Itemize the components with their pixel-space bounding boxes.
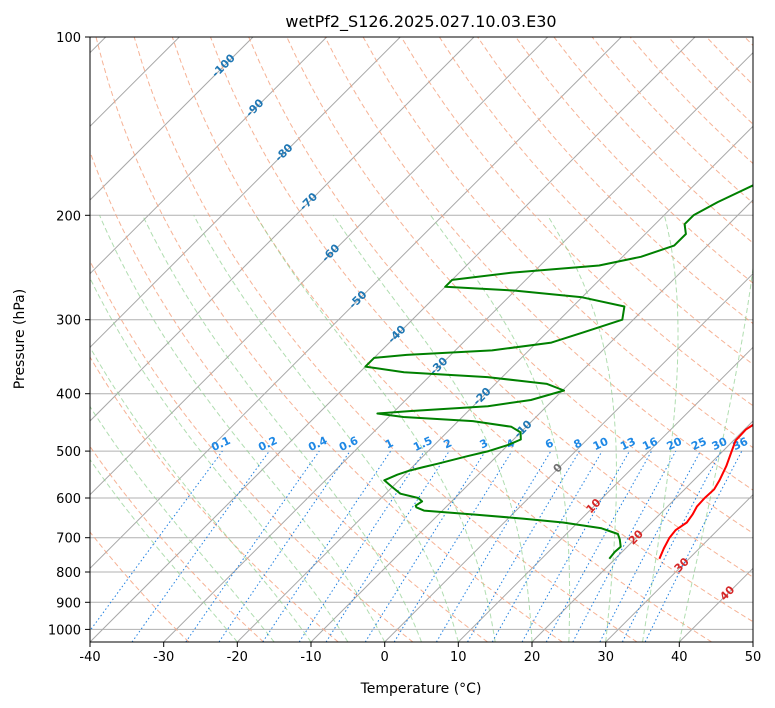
mixing-ratio-line (218, 450, 351, 642)
moist-adiabat-line (255, 215, 496, 642)
dry-adiabat-line (90, 259, 414, 642)
x-tick-label: 50 (745, 650, 762, 665)
y-tick-label: 900 (56, 596, 81, 611)
isotherm-line (457, 346, 753, 642)
y-tick-label: 500 (56, 445, 81, 460)
dry-adiabat-line (171, 37, 712, 642)
dry-adiabat-line (133, 37, 638, 642)
y-tick-label: 700 (56, 532, 81, 547)
x-tick-label: -40 (79, 650, 100, 665)
dry-adiabat-line (90, 445, 264, 642)
moist-adiabat-line (90, 346, 312, 642)
mixing-ratio-line (545, 450, 653, 642)
mixing-ratio-line (572, 450, 677, 642)
dry-adiabat-line (324, 37, 753, 491)
moist-adiabat-line (142, 215, 422, 642)
mixing-ratio-label: 13 (618, 435, 637, 453)
dry-adiabat-line (248, 37, 753, 578)
dewpoint-profile-line (364, 184, 753, 560)
y-tick-label: 200 (56, 209, 81, 224)
y-axis-label: Pressure (hPa) (12, 289, 28, 389)
dry-adiabat-line (210, 37, 753, 623)
y-tick-label: 600 (56, 492, 81, 507)
isotherm-line (90, 37, 328, 275)
isotherm-line (90, 37, 475, 422)
isotherm-line (163, 51, 753, 642)
mixing-ratio-label: 20 (665, 435, 685, 453)
y-tick-label: 800 (56, 566, 81, 581)
mixing-ratio-line (185, 450, 320, 642)
moist-adiabat-line (99, 215, 386, 642)
isotherm-line (90, 37, 549, 496)
dry-adiabat-line (438, 37, 753, 366)
y-axis-ticks: 100 200 300 400 500 600 700 800 900 1000 (48, 31, 90, 638)
plot-frame (89, 36, 754, 643)
mixing-ratio-line (521, 450, 630, 642)
y-tick-label: 1000 (48, 623, 81, 638)
mixing-ratio-label: 30 (710, 435, 730, 453)
dry-adiabat-line (90, 356, 339, 642)
sounding-profiles (364, 184, 753, 560)
mixing-ratio-line (262, 450, 392, 642)
isotherm-line (90, 37, 254, 201)
y-tick-label: 100 (56, 31, 81, 46)
isotherm-line (90, 37, 622, 570)
y-tick-label: 400 (56, 388, 81, 403)
chart-title: wetPf2_S126.2025.027.10.03.E30 (285, 12, 556, 32)
moist-adiabat-line (90, 458, 238, 642)
mixing-ratio-lines (90, 450, 743, 642)
mixing-ratio-line (644, 450, 743, 642)
dry-adiabat-line (90, 150, 488, 642)
mixing-ratio-line (325, 450, 450, 642)
plot-area: 0.1 0.2 0.4 0.6 1 1.5 2 3 4 6 8 10 13 16 20 25 30 36-100-… (90, 37, 753, 642)
mixing-ratio-line (298, 450, 425, 642)
mixing-ratio-label: 16 (640, 435, 660, 453)
moist-adiabat-line (547, 215, 617, 642)
isotherm-line (90, 37, 401, 349)
x-tick-label: 40 (671, 650, 688, 665)
moist-adiabat-line (430, 215, 571, 642)
dry-adiabat-line (515, 37, 753, 284)
moist-adiabat-line (642, 215, 679, 642)
x-tick-label: -30 (153, 650, 174, 665)
x-tick-label: -20 (227, 650, 248, 665)
moist-adiabat-line (678, 264, 753, 642)
isotherm-line (236, 125, 753, 642)
mixing-ratio-label: 10 (591, 435, 611, 453)
mixing-ratio-label: 25 (689, 435, 708, 453)
x-tick-label: 30 (597, 650, 614, 665)
mixing-ratio-line (393, 450, 513, 642)
x-axis-ticks: -40 -30 -20 -10 0 10 20 30 40 50 (79, 642, 761, 665)
y-tick-label: 300 (56, 314, 81, 329)
isotherm-line (531, 420, 753, 642)
x-tick-label: -10 (300, 650, 321, 665)
x-axis-label: Temperature (°C) (360, 681, 482, 697)
x-tick-label: 20 (524, 650, 541, 665)
dry-adiabat-line (400, 37, 753, 407)
x-tick-label: 10 (450, 650, 467, 665)
dry-adiabat-line (95, 37, 563, 642)
isotherm-line (384, 272, 753, 642)
mixing-ratio-line (90, 450, 223, 632)
moist-adiabats (90, 215, 753, 642)
skewed-isotherms (90, 37, 753, 642)
isotherm-line (605, 493, 753, 642)
moist-adiabat-line (193, 215, 459, 642)
dry-adiabats (90, 37, 753, 642)
temperature-profile-line (658, 423, 753, 560)
mixing-ratio-line (131, 450, 270, 642)
dry-adiabat-line (90, 531, 190, 642)
x-tick-label: 0 (381, 650, 389, 665)
